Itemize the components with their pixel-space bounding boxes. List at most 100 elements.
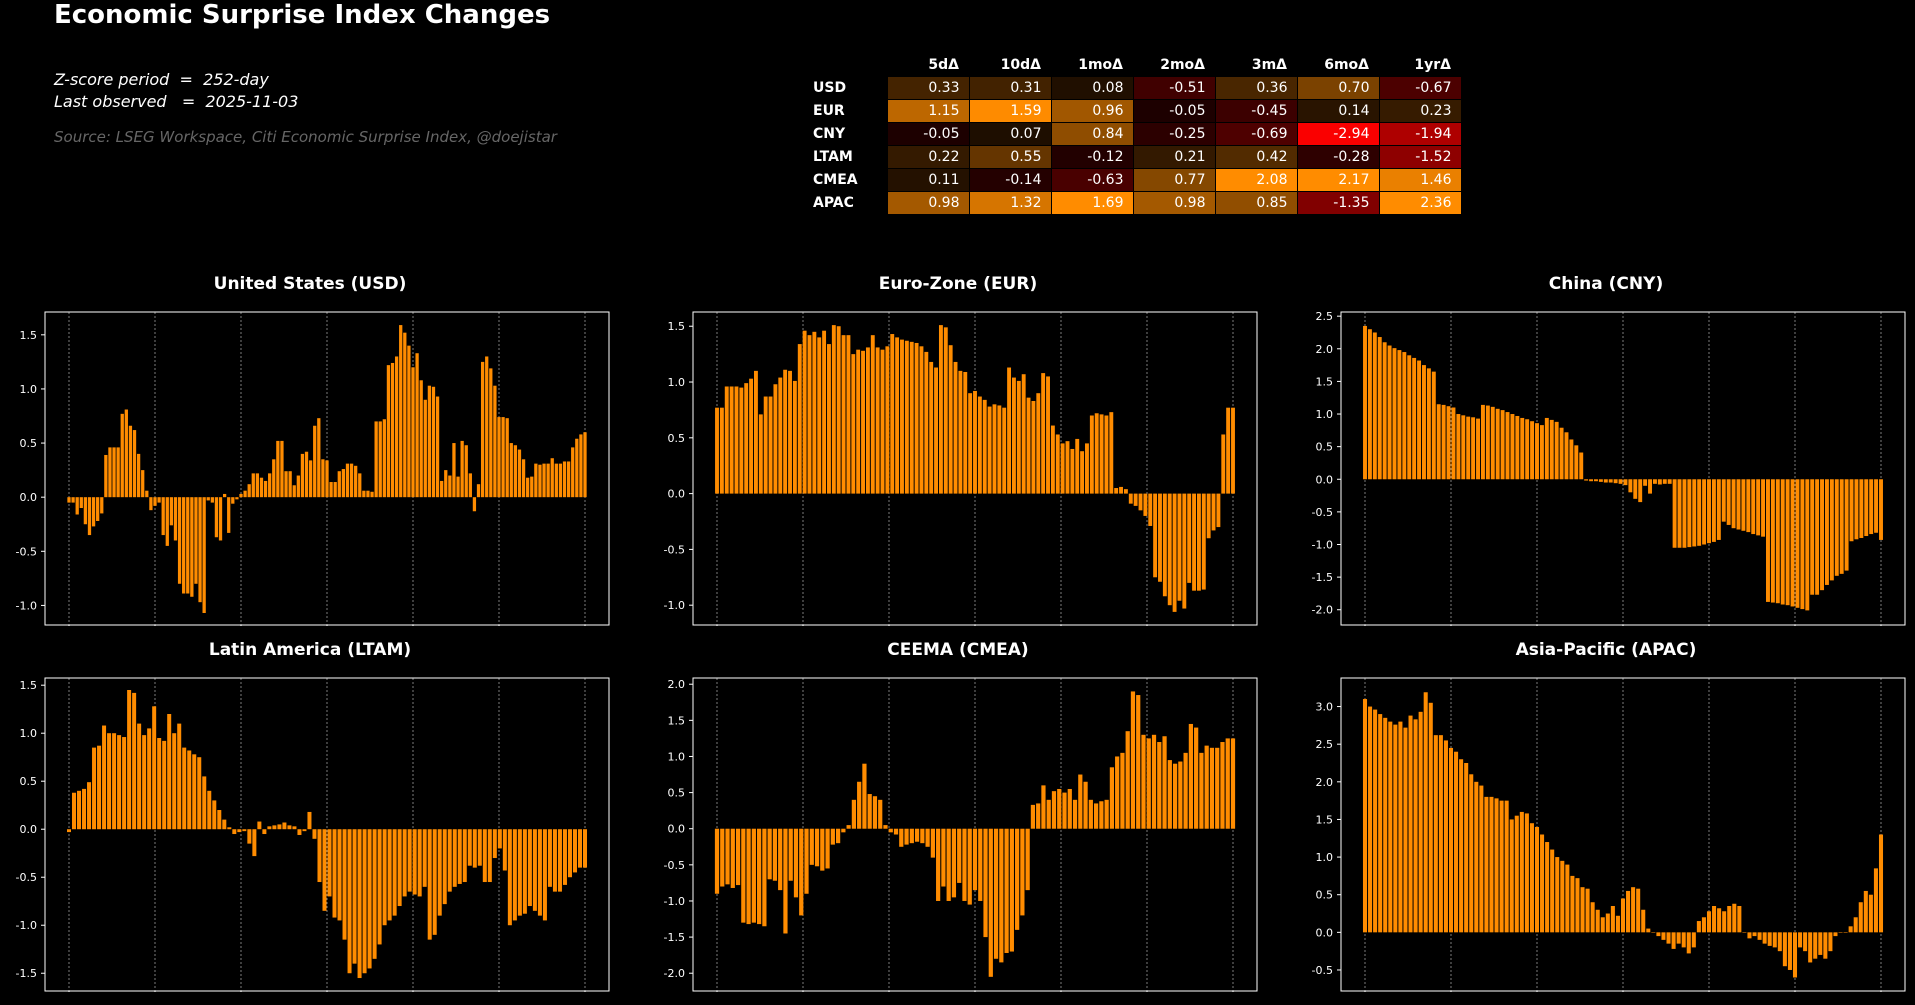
bar [1810, 479, 1815, 595]
bar [851, 799, 857, 829]
bar [378, 421, 382, 498]
bar [1574, 445, 1579, 480]
bar [292, 485, 296, 498]
bar [1514, 815, 1519, 933]
bar [924, 351, 929, 494]
bar [1646, 928, 1651, 933]
bar [1780, 479, 1785, 605]
col-header: 6moΔ [1324, 57, 1369, 73]
bar [1466, 416, 1471, 480]
bar [817, 337, 822, 494]
y-tick-label: -0.5 [1312, 506, 1333, 519]
table-cell: -0.63 [1050, 168, 1134, 192]
bar [352, 829, 357, 964]
bar [327, 829, 332, 897]
bar [247, 829, 252, 844]
bar [788, 828, 793, 881]
bar [890, 334, 895, 494]
bar [929, 361, 934, 494]
bar [382, 829, 387, 926]
bar [1194, 727, 1199, 829]
bar [377, 829, 382, 945]
bar [91, 497, 96, 527]
bar [172, 733, 177, 830]
bar [1422, 365, 1426, 480]
bar [117, 735, 122, 830]
bar [1451, 407, 1456, 480]
bar [497, 829, 502, 849]
y-tick-label: 1.5 [1316, 375, 1334, 388]
bar [382, 419, 386, 498]
bar [841, 335, 846, 494]
bar [1167, 493, 1172, 606]
table-cell: -0.51 [1132, 76, 1216, 100]
bar [1711, 479, 1716, 542]
y-tick-label: 3.0 [1316, 701, 1334, 714]
table-row: CMEA 0.11 -0.14 -0.63 0.77 2.08 2.17 1.46 [805, 168, 1462, 192]
bar [297, 829, 302, 835]
table-cell: 1.59 [968, 99, 1052, 123]
bar [472, 497, 477, 512]
bar [1519, 811, 1524, 933]
bar [173, 497, 178, 541]
bar [547, 829, 552, 887]
bar [66, 829, 72, 833]
table-cell: 0.98 [886, 191, 970, 215]
bar [972, 828, 978, 891]
bar [1367, 329, 1372, 480]
bar [1183, 752, 1188, 829]
bar [1125, 731, 1130, 829]
bar [300, 453, 305, 498]
bar [567, 829, 572, 878]
bar [1474, 781, 1479, 933]
y-tick-label: 1.0 [668, 376, 686, 389]
bar [1041, 373, 1046, 494]
bar [1657, 479, 1662, 485]
bar [1736, 479, 1741, 530]
bar [1178, 761, 1183, 829]
bar [1099, 414, 1104, 494]
bar [370, 491, 374, 498]
bar [1057, 788, 1062, 829]
bar [1075, 438, 1080, 494]
bar [1858, 902, 1863, 933]
bar [1643, 479, 1648, 486]
bar [97, 745, 102, 830]
bar [1088, 799, 1093, 829]
y-tick-label: 0.5 [668, 787, 686, 800]
bar [145, 490, 149, 498]
y-tick-label: 2.0 [1316, 776, 1334, 789]
table-cell: 2.17 [1296, 168, 1380, 192]
bar [149, 497, 153, 511]
bar [1148, 493, 1153, 526]
plot-frame [44, 677, 610, 992]
bar [1564, 432, 1569, 480]
bar [720, 828, 725, 887]
table-cell: 0.31 [968, 76, 1052, 100]
y-tick-label: 0.5 [20, 437, 38, 450]
bar [292, 826, 297, 830]
bar [1172, 763, 1178, 829]
y-tick-label: 2.5 [1316, 310, 1334, 323]
chart-panel: Euro-Zone (EUR)-126-105-84-63-42-21Last-… [648, 274, 1268, 626]
bar [357, 829, 362, 979]
source-note: Source: LSEG Workspace, Citi Economic Su… [54, 128, 557, 146]
bar [1585, 888, 1590, 933]
bar [807, 335, 812, 494]
bar [797, 344, 802, 494]
bar [914, 342, 919, 494]
col-header: 3mΔ [1251, 57, 1287, 73]
y-tick-label: -0.5 [16, 545, 37, 558]
bar [1393, 724, 1398, 933]
bar [846, 335, 851, 494]
chart-title: China (CNY) [1548, 274, 1664, 294]
bar [392, 829, 397, 916]
bar [1751, 479, 1756, 535]
bar [830, 828, 835, 845]
bar [1454, 751, 1459, 933]
bar [75, 497, 79, 515]
table-row: APAC 0.98 1.32 1.69 0.98 0.85 -1.35 2.36 [805, 191, 1462, 215]
bar [958, 370, 963, 494]
bar [82, 788, 87, 830]
table-cell: 0.85 [1214, 191, 1298, 215]
